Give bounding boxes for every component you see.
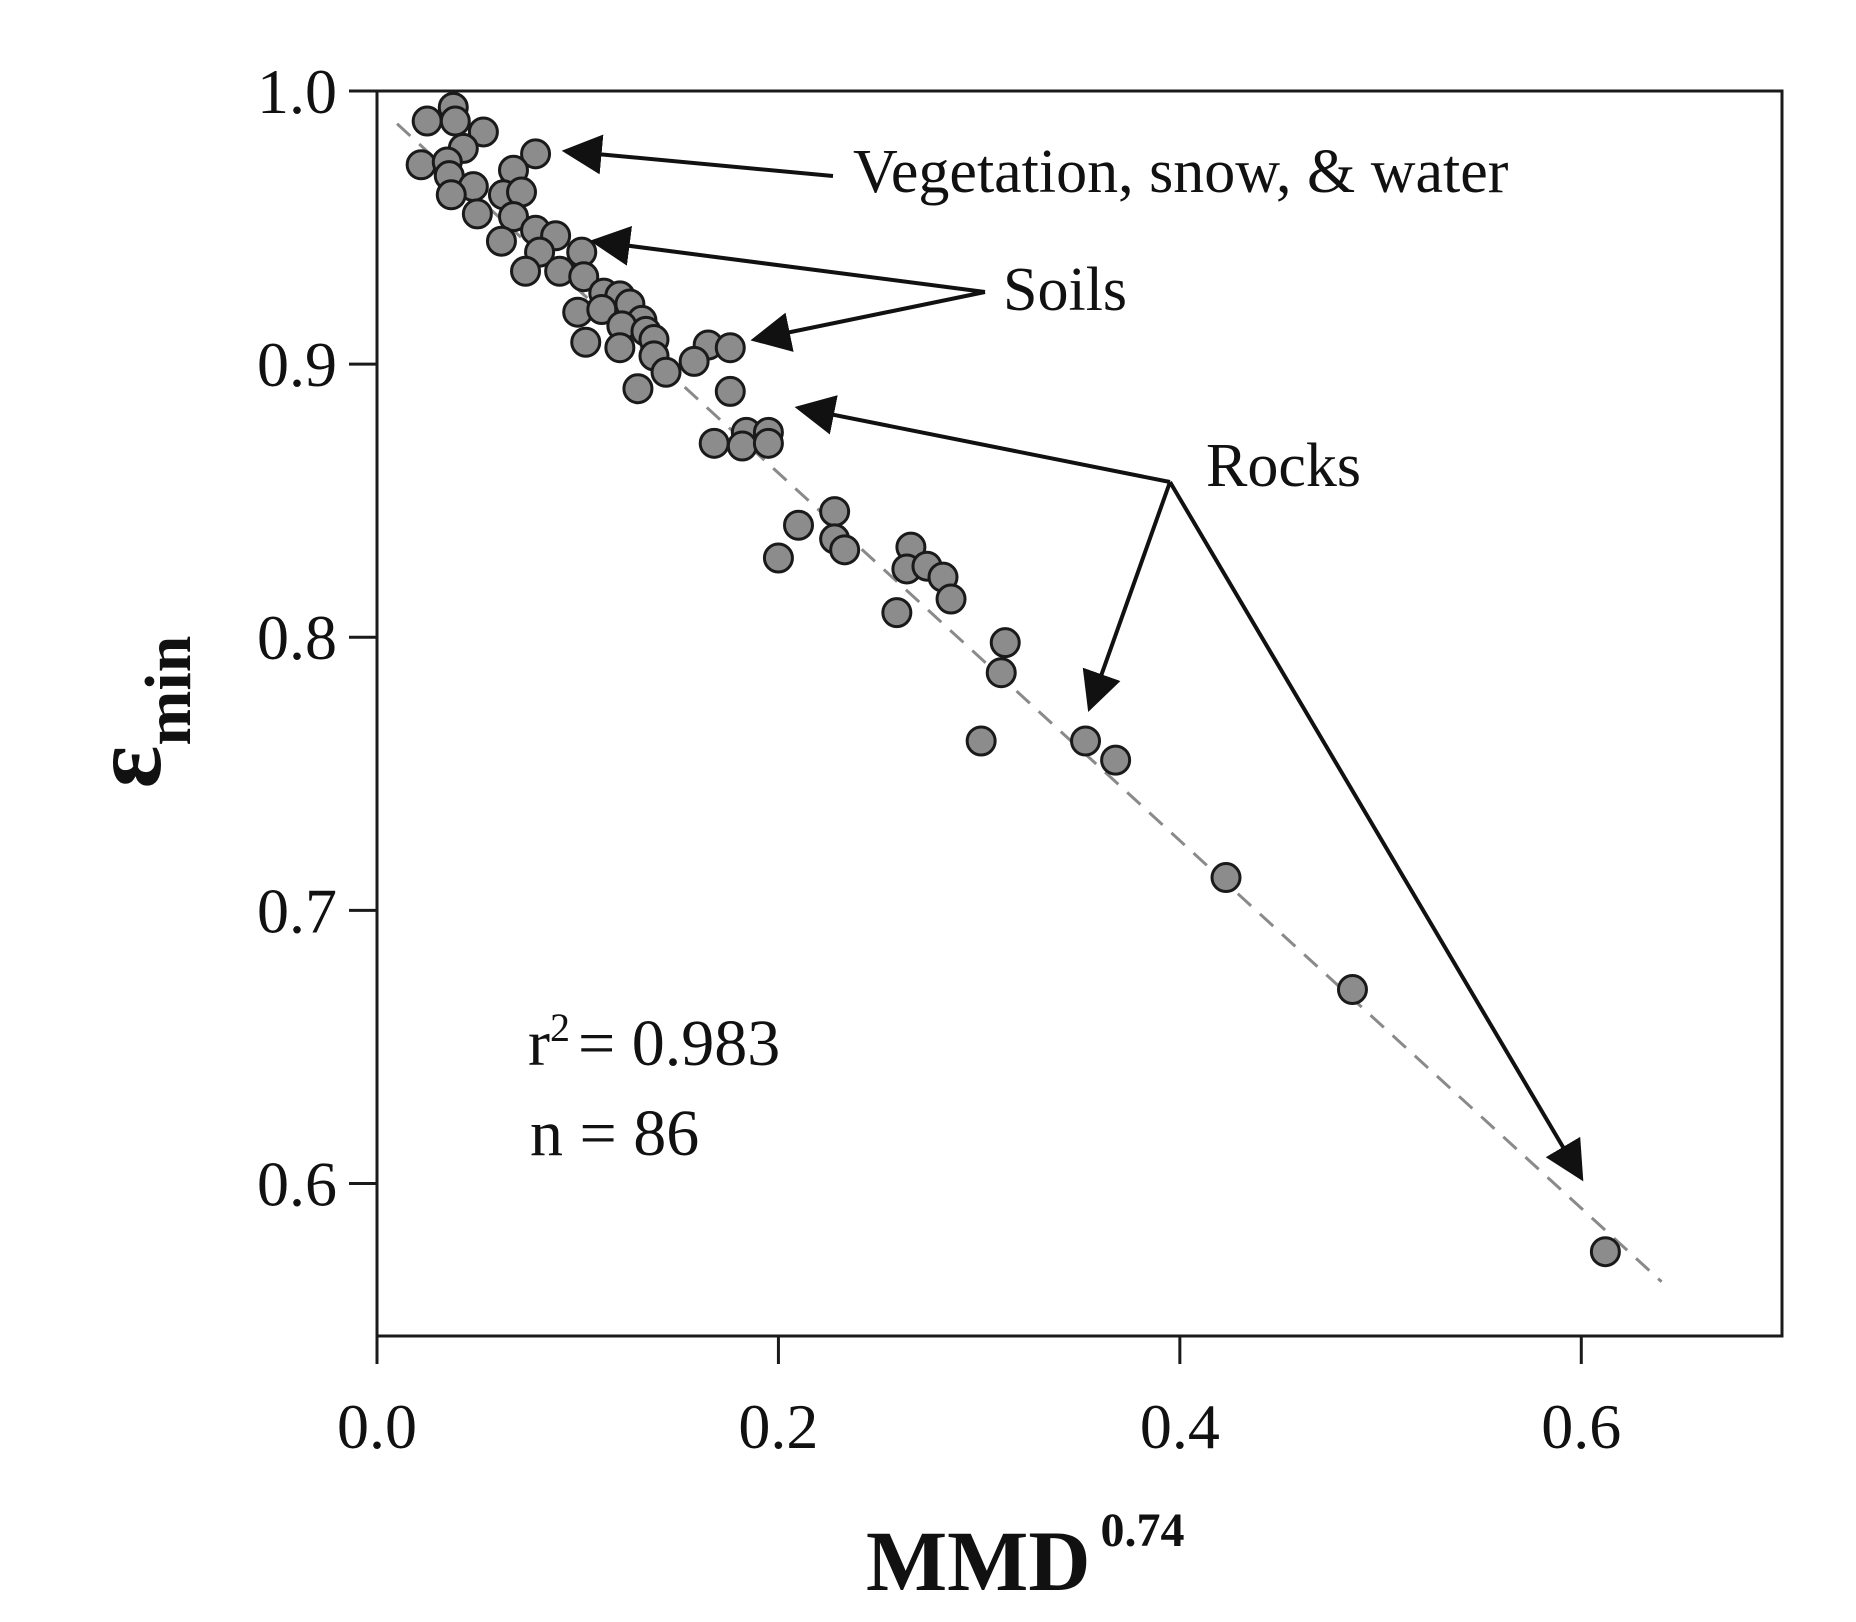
y-tick-label: 0.9 xyxy=(257,329,337,400)
data-point xyxy=(586,293,618,325)
data-point xyxy=(1070,725,1102,757)
data-point xyxy=(726,430,758,462)
data-point xyxy=(485,225,517,257)
data-point xyxy=(435,179,467,211)
data-point xyxy=(783,509,814,541)
data-point xyxy=(570,326,602,358)
data-point xyxy=(439,105,471,137)
x-tick-label: 0.4 xyxy=(1140,1391,1220,1462)
data-point xyxy=(520,138,552,170)
data-point xyxy=(622,373,654,405)
y-tick-label: 1.0 xyxy=(257,56,337,127)
data-point xyxy=(714,332,746,364)
data-point xyxy=(1589,1236,1621,1268)
y-tick-label: 0.7 xyxy=(257,875,337,946)
annotation-vegetation: Vegetation, snow, & water xyxy=(853,138,1509,206)
data-point xyxy=(1336,974,1368,1006)
data-point xyxy=(568,261,600,293)
x-tick-label: 0.2 xyxy=(738,1391,818,1462)
data-point xyxy=(714,375,746,407)
y-tick-label: 0.6 xyxy=(257,1148,337,1219)
y-axis: 0.6 0.7 0.8 0.9 1.0 xyxy=(257,56,377,1219)
data-point xyxy=(510,255,542,287)
data-point xyxy=(752,427,784,459)
data-point xyxy=(965,725,997,757)
n-label: n = 86 xyxy=(530,1097,699,1170)
y-tick-label: 0.8 xyxy=(257,602,337,673)
data-point xyxy=(461,198,493,230)
data-point xyxy=(819,496,851,528)
y-axis-title: εmin xyxy=(71,636,205,789)
data-point xyxy=(467,116,499,148)
x-axis: 0.0 0.2 0.4 0.6 xyxy=(337,1336,1621,1462)
data-points xyxy=(405,91,1621,1268)
data-point xyxy=(881,597,913,629)
data-point xyxy=(935,583,967,615)
data-point xyxy=(1100,744,1132,776)
data-point xyxy=(762,542,794,574)
annotation-arrow xyxy=(1082,481,1172,712)
data-point xyxy=(1210,862,1242,894)
data-point xyxy=(698,427,730,459)
annotation-arrow xyxy=(794,395,1171,484)
annotation-arrows xyxy=(561,134,1584,1182)
data-point xyxy=(678,345,710,377)
data-point xyxy=(650,356,682,388)
x-tick-label: 0.0 xyxy=(337,1391,417,1462)
data-point xyxy=(985,657,1017,689)
data-point xyxy=(405,149,437,181)
data-point xyxy=(604,332,636,364)
annotation-arrow xyxy=(1168,480,1584,1182)
annotation-arrow xyxy=(561,134,834,178)
annotation-rocks: Rocks xyxy=(1206,432,1361,500)
data-point xyxy=(829,534,861,566)
annotation-arrow xyxy=(589,226,986,294)
annotation-soils: Soils xyxy=(1003,256,1127,324)
r-squared-label: r2 = 0.983 xyxy=(528,1005,780,1080)
x-axis-title: MMD 0.74 xyxy=(866,1504,1184,1609)
data-point xyxy=(411,105,443,137)
data-point xyxy=(989,627,1021,659)
annotation-arrow xyxy=(750,290,986,352)
x-tick-label: 0.6 xyxy=(1541,1391,1621,1462)
data-point xyxy=(497,201,529,233)
plot-frame xyxy=(375,89,1784,1338)
